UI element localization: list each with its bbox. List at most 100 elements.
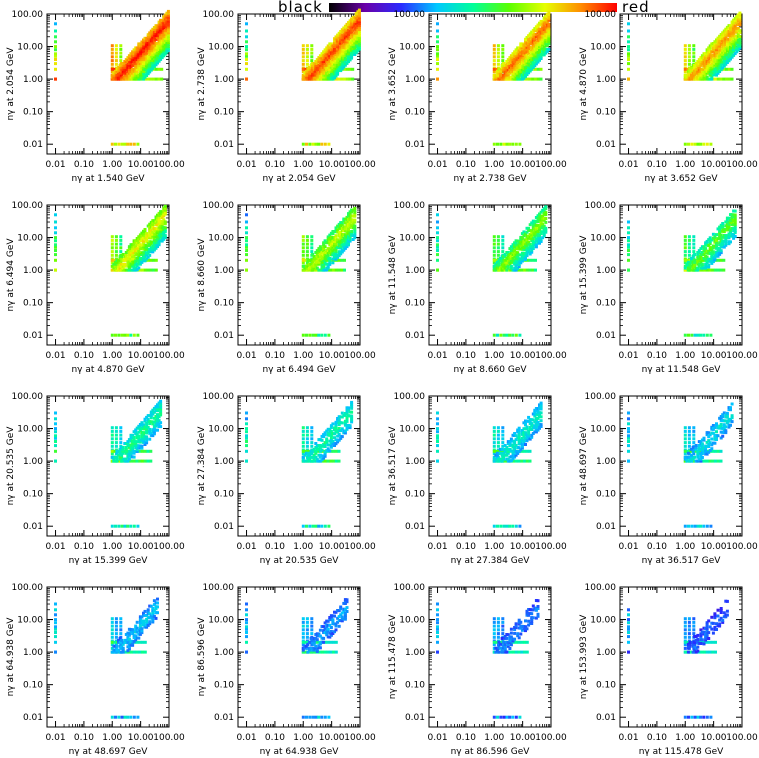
- heat-cell: [331, 235, 335, 239]
- heat-cell: [160, 225, 164, 229]
- heat-cell: [725, 57, 729, 61]
- heat-cell: [159, 48, 163, 52]
- heat-cell: [245, 268, 248, 272]
- heat-cell: [142, 239, 145, 243]
- heat-cell: [156, 237, 159, 241]
- heat-cell: [533, 44, 537, 48]
- heat-cell: [159, 46, 163, 50]
- heat-cell: [690, 73, 693, 77]
- heat-cell: [137, 50, 141, 54]
- heat-cell: [509, 256, 513, 260]
- heat-cell: [137, 56, 141, 60]
- heat-cell: [326, 67, 330, 71]
- heat-cell: [534, 243, 538, 247]
- x-tick-label: 10.00: [701, 351, 727, 361]
- heat-cell: [525, 55, 529, 59]
- heat-cell: [119, 51, 123, 55]
- heat-cell: [519, 62, 523, 65]
- heat-cell: [117, 333, 121, 337]
- heat-cell: [126, 262, 130, 266]
- heat-cell: [503, 67, 507, 71]
- heat-cell: [336, 43, 340, 47]
- heat-cell: [151, 35, 155, 39]
- heat-cell: [516, 251, 520, 255]
- heat-cell: [545, 44, 549, 47]
- heat-cell: [503, 253, 507, 256]
- y-tick-label: 0.10: [405, 299, 425, 309]
- heat-cell: [152, 221, 156, 225]
- heat-cell: [301, 59, 305, 63]
- heat-cell: [156, 32, 159, 36]
- heat-cell: [343, 59, 347, 63]
- heat-cell: [163, 52, 167, 56]
- heat-cell: [542, 30, 546, 33]
- heat-cell: [310, 44, 314, 48]
- heat-cell: [326, 247, 330, 251]
- heat-cell: [514, 264, 518, 268]
- heat-cell: [503, 63, 507, 67]
- heat-cell: [519, 253, 523, 257]
- heat-cell: [318, 63, 322, 67]
- heat-cell: [342, 28, 346, 32]
- heat-cell: [132, 73, 136, 77]
- heat-cell: [733, 26, 737, 30]
- heat-cell: [354, 37, 358, 41]
- heat-cell: [519, 71, 523, 75]
- heat-cell: [110, 238, 114, 242]
- heat-cell: [151, 221, 155, 224]
- heat-cell: [336, 68, 340, 72]
- heat-cell: [495, 73, 499, 77]
- heat-cell: [121, 264, 125, 268]
- heat-cell: [342, 44, 346, 47]
- heat-cell: [163, 42, 167, 46]
- heat-cell: [533, 34, 537, 38]
- heat-cell: [308, 258, 311, 262]
- heat-cell: [310, 47, 314, 51]
- heat-cell: [160, 26, 164, 30]
- heat-cell: [716, 38, 720, 42]
- heat-cell: [497, 262, 501, 266]
- heat-cell: [519, 235, 523, 239]
- heat-cell: [301, 253, 305, 257]
- heat-cell: [160, 30, 164, 34]
- heat-cell: [140, 62, 144, 65]
- heat-cell: [343, 233, 347, 237]
- heat-cell: [509, 63, 513, 67]
- heat-cell: [113, 71, 117, 75]
- heat-cell: [525, 244, 529, 248]
- heat-cell: [347, 25, 350, 28]
- heat-cell: [347, 38, 350, 42]
- heat-cell: [146, 255, 150, 259]
- heat-cell: [343, 38, 347, 42]
- heat-cell: [339, 47, 343, 51]
- heat-cell: [320, 52, 324, 56]
- heat-cell: [710, 44, 714, 48]
- heat-cell: [160, 231, 164, 235]
- heat-cell: [156, 227, 159, 231]
- y-tick-label: 0.01: [23, 331, 43, 341]
- heat-cell: [525, 43, 529, 47]
- heat-cell: [138, 245, 142, 249]
- heat-cell: [120, 63, 124, 67]
- heat-cell: [538, 228, 541, 232]
- heat-cell: [301, 73, 305, 77]
- heat-cell: [542, 28, 546, 31]
- heat-cell: [154, 258, 158, 262]
- heat-cell: [718, 34, 722, 38]
- heat-cell: [503, 262, 507, 266]
- heat-cell: [519, 69, 523, 73]
- heat-cell: [114, 246, 118, 250]
- heat-cell: [163, 25, 167, 29]
- heat-cell: [311, 266, 315, 270]
- heat-cell: [129, 254, 133, 258]
- heat-cell: [135, 58, 139, 62]
- heat-cell: [351, 50, 355, 54]
- heat-cell: [331, 257, 335, 261]
- heat-cell: [517, 257, 521, 261]
- heat-cell: [156, 34, 159, 38]
- heat-cell: [343, 28, 347, 32]
- heat-cell: [700, 75, 704, 79]
- heat-cell: [306, 264, 310, 268]
- heat-cell: [127, 77, 131, 81]
- heat-cell: [354, 25, 358, 29]
